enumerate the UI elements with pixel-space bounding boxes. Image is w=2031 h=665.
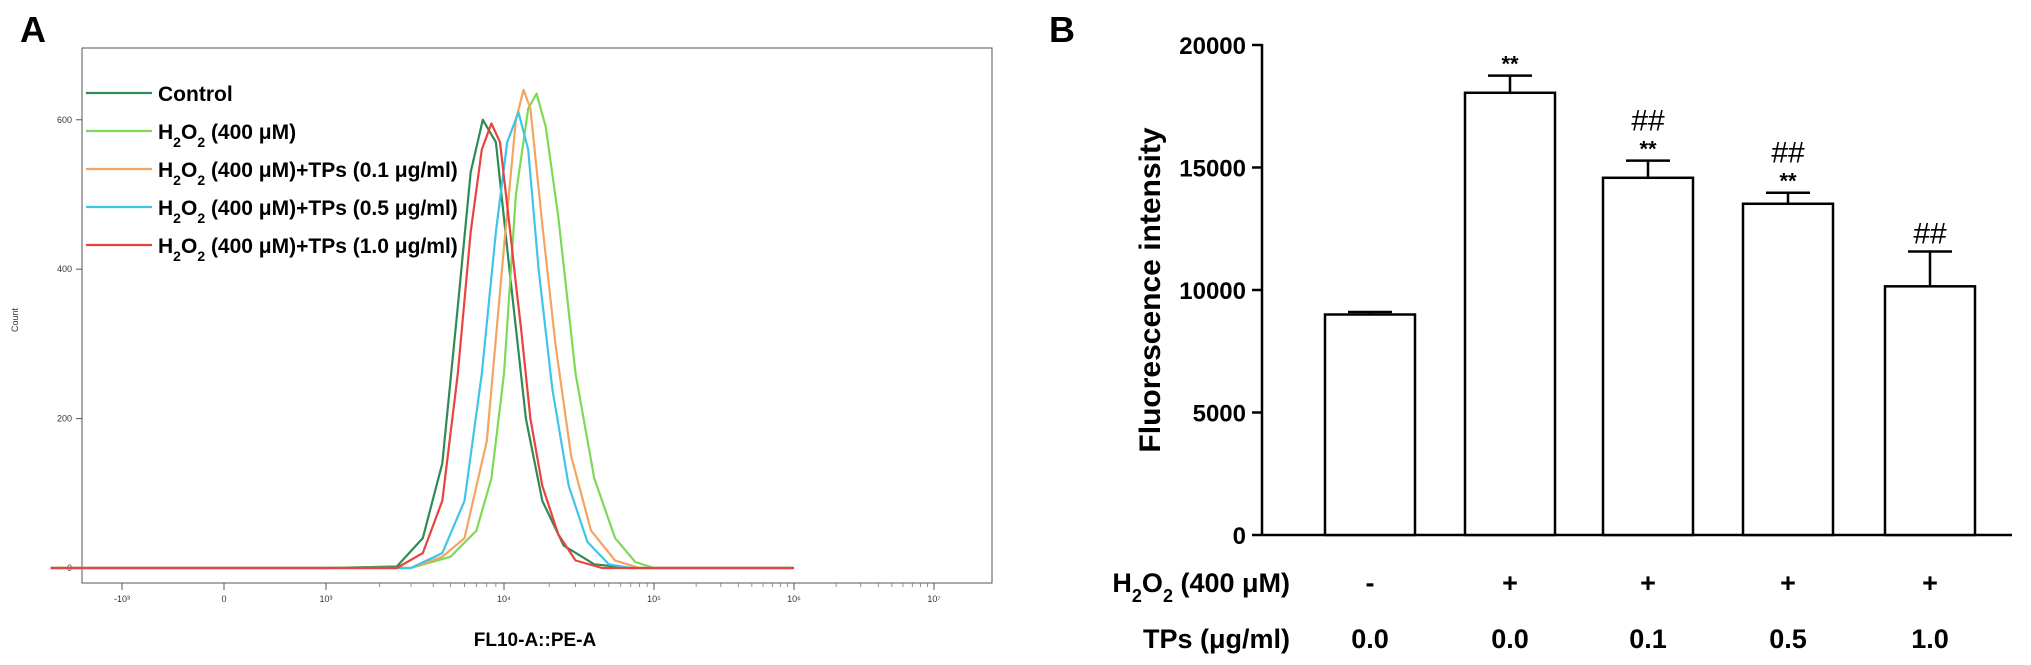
y-tick-label: 400 <box>57 264 72 274</box>
y-tick-label: 0 <box>1233 523 1246 550</box>
series-line-2 <box>50 92 794 570</box>
text-span: H <box>1112 568 1132 598</box>
panel-a-x-axis-label: FL10-A::PE-A <box>474 630 597 651</box>
x-tick-label: 10⁷ <box>927 594 940 604</box>
subscript: 2 <box>197 248 205 264</box>
panel-a-series-lines <box>50 88 794 570</box>
row-1-value-3: + <box>1640 568 1656 598</box>
y-tick-label: 600 <box>57 115 72 125</box>
text-span: H <box>158 235 173 258</box>
row-label-1: H2O2 (400 μM) <box>1112 568 1290 606</box>
row-2-value-3: 0.1 <box>1629 624 1667 654</box>
panel-b-treatment-rows: H2O2 (400 μM) - + + + +TPs (μg/ml) 0.0 0.0 0.1 0.… <box>1112 568 1948 654</box>
significance-stars-3: ** <box>1639 137 1657 162</box>
row-label-2: TPs (μg/ml) <box>1143 624 1290 654</box>
subscript: 2 <box>173 210 181 226</box>
row-2-value-2: 0.0 <box>1491 624 1529 654</box>
x-tick-label: 10³ <box>319 594 332 604</box>
subscript: 2 <box>1132 586 1142 606</box>
legend-label-1: Control <box>158 83 233 106</box>
subscript: 2 <box>173 172 181 188</box>
text-span: (400 μM) <box>1173 568 1290 598</box>
text-span: (400 μM)+TPs (1.0 μg/ml) <box>205 235 458 258</box>
series-line-5 <box>50 122 794 570</box>
subscript: 2 <box>197 210 205 226</box>
significance-hash-4: ## <box>1771 137 1805 170</box>
subscript: 2 <box>197 172 205 188</box>
panel-b-y-axis-label: Fluorescence intensity <box>1134 127 1167 452</box>
y-tick-label: 20000 <box>1179 33 1246 60</box>
subscript: 2 <box>173 248 181 264</box>
series-line-4 <box>50 111 794 570</box>
panel-b-bar-chart: B Fluorescence intensity 0 5000 10000 15000… <box>1049 9 2012 654</box>
text-span: H <box>158 197 173 220</box>
text-span: O <box>181 121 197 144</box>
y-tick-label: 10000 <box>1179 278 1246 305</box>
row-1-value-1: - <box>1366 568 1375 598</box>
subscript: 2 <box>1163 586 1173 606</box>
row-1-value-5: + <box>1922 568 1938 598</box>
row-1-value-2: + <box>1502 568 1518 598</box>
row-2-value-5: 1.0 <box>1911 624 1949 654</box>
significance-stars-4: ** <box>1779 169 1797 194</box>
bar-1 <box>1323 313 1417 537</box>
bar-5 <box>1883 285 1977 537</box>
y-tick-label: 200 <box>57 414 72 424</box>
row-2-value-1: 0.0 <box>1351 624 1389 654</box>
text-span: Control <box>158 83 233 106</box>
legend-label-3: H2O2 (400 μM)+TPs (0.1 μg/ml) <box>158 159 458 188</box>
series-line-1 <box>50 118 794 570</box>
x-tick-label: -10³ <box>114 594 130 604</box>
bar-3 <box>1601 176 1695 537</box>
y-tick-label: 5000 <box>1193 401 1246 428</box>
significance-stars-2: ** <box>1501 52 1519 77</box>
text-span: O <box>1142 568 1163 598</box>
panel-a-plot-frame <box>81 47 993 584</box>
text-span: (400 μM)+TPs (0.1 μg/ml) <box>205 159 458 182</box>
x-tick-label: 0 <box>221 594 226 604</box>
row-2-value-4: 0.5 <box>1769 624 1807 654</box>
text-span: (400 μM) <box>205 121 296 144</box>
panel-a-y-axis-label: Count <box>10 308 20 333</box>
subscript: 2 <box>197 134 205 150</box>
text-span: O <box>181 197 197 220</box>
significance-hash-3: ## <box>1631 105 1665 138</box>
text-span: (400 μM)+TPs (0.5 μg/ml) <box>205 197 458 220</box>
panel-a-flow-histogram: A 0 200 400 600 -10³ 0 10³ 10⁴ 10⁵ 10⁶ 10⁷ Contro… <box>10 9 993 651</box>
x-tick-label: 10⁴ <box>497 594 511 604</box>
panel-b-label: B <box>1049 9 1075 50</box>
legend-label-4: H2O2 (400 μM)+TPs (0.5 μg/ml) <box>158 197 458 226</box>
panel-a-label: A <box>20 9 46 50</box>
series-line-3 <box>50 88 794 570</box>
x-tick-label: 10⁶ <box>787 594 801 604</box>
y-tick-label: 15000 <box>1179 156 1246 183</box>
text-span: H <box>158 159 173 182</box>
panel-a-x-axis: -10³ 0 10³ 10⁴ 10⁵ 10⁶ 10⁷ <box>114 583 941 604</box>
legend-label-2: H2O2 (400 μM) <box>158 121 296 150</box>
legend-label-5: H2O2 (400 μM)+TPs (1.0 μg/ml) <box>158 235 458 264</box>
text-span: O <box>181 235 197 258</box>
bar-4 <box>1741 202 1835 537</box>
text-span: O <box>181 159 197 182</box>
bar-2 <box>1463 91 1557 537</box>
x-tick-label: 10⁵ <box>647 594 661 604</box>
text-span: H <box>158 121 173 144</box>
text-span: TPs (μg/ml) <box>1143 624 1290 654</box>
row-1-value-4: + <box>1780 568 1796 598</box>
panel-b-bars: ****##**#### <box>1323 52 1977 537</box>
subscript: 2 <box>173 134 181 150</box>
significance-hash-5: ## <box>1913 218 1947 251</box>
